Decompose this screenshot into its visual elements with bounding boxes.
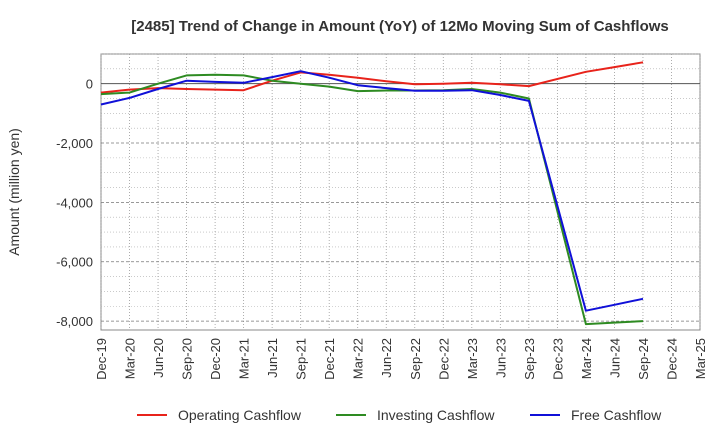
- legend-label-free-cashflow: Free Cashflow: [571, 407, 662, 423]
- x-tick-label: Jun-21: [265, 338, 280, 378]
- x-tick-label: Dec-21: [322, 338, 337, 380]
- legend-label-investing-cashflow: Investing Cashflow: [377, 407, 495, 423]
- x-tick-label: Sep-24: [636, 338, 651, 380]
- y-axis: 0 -2,000 -4,000 -6,000 -8,000: [56, 77, 93, 329]
- x-tick-label: Sep-21: [294, 338, 309, 380]
- x-tick-label: Sep-22: [408, 338, 423, 380]
- x-axis: Dec-19 Mar-20 Jun-20 Sep-20 Dec-20 Mar-21 Jun-…: [94, 338, 708, 380]
- legend: Operating Cashflow Investing Cashflow Free…: [137, 407, 662, 423]
- x-tick-label: Dec-20: [208, 338, 223, 380]
- x-tick-label: Jun-22: [379, 338, 394, 378]
- series-line-free-cashflow: [100, 70, 644, 312]
- plot-area: [100, 53, 701, 331]
- y-axis-label: Amount (million yen): [6, 128, 22, 256]
- x-tick-label: Jun-20: [151, 338, 166, 378]
- x-tick-label: Dec-24: [664, 338, 679, 380]
- legend-label-operating-cashflow: Operating Cashflow: [178, 407, 302, 423]
- x-tick-label: Sep-23: [522, 338, 537, 380]
- x-tick-label: Mar-23: [465, 338, 480, 379]
- series-line-operating-cashflow: [100, 61, 644, 94]
- x-tick-label: Mar-24: [579, 338, 594, 379]
- y-tick-label: -8,000: [56, 314, 93, 329]
- grid: [100, 53, 701, 330]
- x-tick-label: Mar-22: [351, 338, 366, 379]
- chart-title: [2485] Trend of Change in Amount (YoY) o…: [131, 18, 669, 35]
- x-tick-label: Sep-20: [180, 338, 195, 380]
- x-tick-label: Jun-24: [607, 338, 622, 378]
- y-tick-label: -4,000: [56, 195, 93, 210]
- x-tick-label: Dec-23: [550, 338, 565, 380]
- x-tick-label: Dec-19: [94, 338, 109, 380]
- series-line-investing-cashflow: [100, 73, 644, 326]
- x-tick-label: Mar-20: [123, 338, 138, 379]
- y-tick-label: -6,000: [56, 255, 93, 270]
- y-tick-label: 0: [86, 77, 93, 92]
- x-tick-label: Jun-23: [493, 338, 508, 378]
- y-tick-label: -2,000: [56, 136, 93, 151]
- x-tick-label: Mar-21: [237, 338, 252, 379]
- x-tick-label: Mar-25: [693, 338, 708, 379]
- x-tick-label: Dec-22: [436, 338, 451, 380]
- series-lines: [100, 61, 644, 326]
